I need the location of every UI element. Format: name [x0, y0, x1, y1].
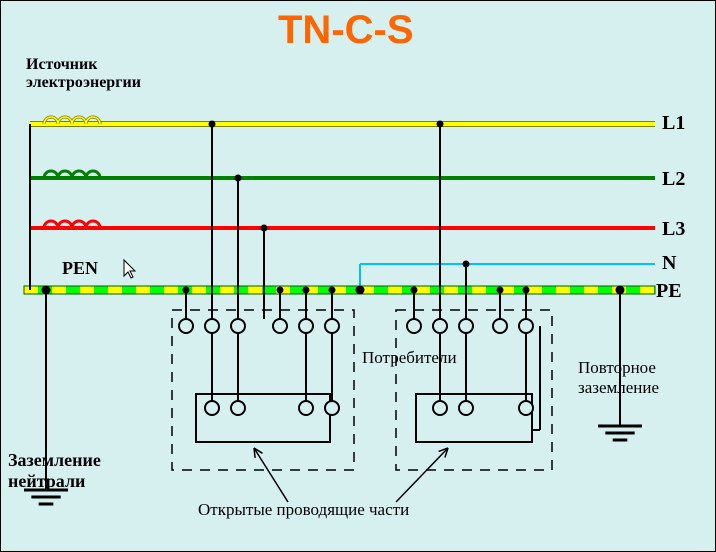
diagram-canvas: TN-C-S Источник электроэнергии PEN L1 L2 L3 NP…	[0, 0, 716, 552]
label-L1: L1	[662, 112, 685, 135]
label-L2: L2	[662, 168, 685, 191]
label-PEN: PEN	[62, 258, 98, 279]
label-reground: Повторное заземление	[578, 358, 659, 398]
label-exposed: Открытые проводящие части	[198, 500, 409, 520]
label-L3: L3	[662, 218, 685, 241]
label-title: TN-C-S	[278, 8, 414, 53]
label-gnd_neutral: Заземление нейтрали	[8, 450, 101, 492]
label-N: N	[662, 252, 676, 275]
label-source: Источник электроэнергии	[26, 56, 141, 92]
label-consumers: Потребители	[362, 348, 457, 368]
label-PE: PE	[656, 280, 682, 303]
